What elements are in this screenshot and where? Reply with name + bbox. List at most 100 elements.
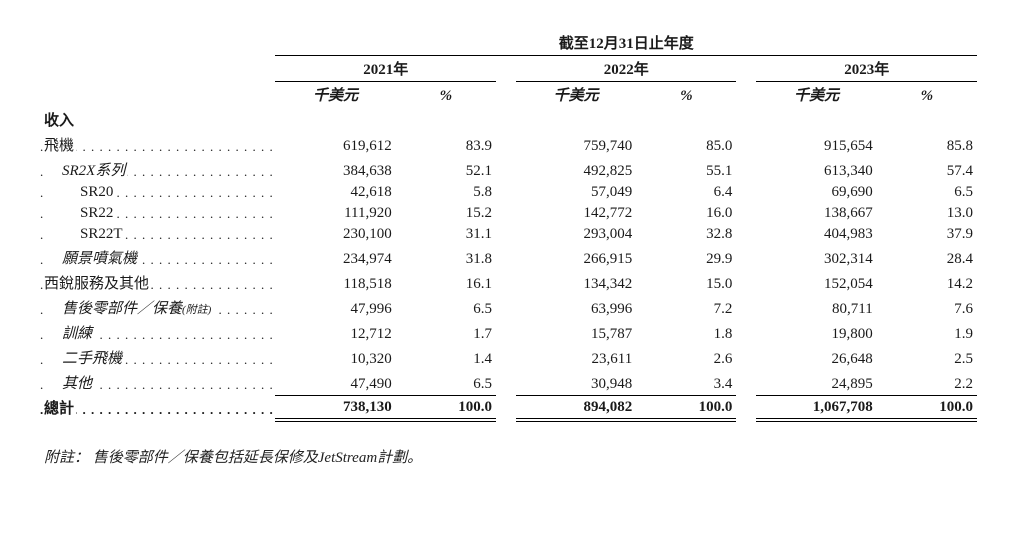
subhead-amount-1: 千美元 [516,82,636,108]
cell-amount: 302,314 [756,245,876,270]
cell-pct: 5.8 [396,182,496,203]
row-label: 售後零部件／保養(附註) [40,295,275,320]
cell-amount: 384,638 [275,157,395,182]
year-header-0: 2021年 [275,56,495,82]
cell-pct: 7.2 [636,295,736,320]
cell-pct: 1.4 [396,345,496,370]
cell-pct: 2.6 [636,345,736,370]
row-label: SR22 [40,203,275,224]
cell-amount: 47,996 [275,295,395,320]
cell-amount: 23,611 [516,345,636,370]
cell-amount: 619,612 [275,132,395,157]
cell-amount: 69,690 [756,182,876,203]
cell-pct: 6.5 [877,182,977,203]
cell-amount: 915,654 [756,132,876,157]
subhead-pct-0: % [396,82,496,108]
cell-amount: 12,712 [275,320,395,345]
cell-pct: 37.9 [877,224,977,245]
cell-pct: 2.5 [877,345,977,370]
cell-amount: 142,772 [516,203,636,224]
cell-pct: 13.0 [877,203,977,224]
cell-pct: 3.4 [636,370,736,395]
year-header-2: 2023年 [756,56,977,82]
cell-pct: 16.0 [636,203,736,224]
cell-amount: 24,895 [756,370,876,395]
cell-pct: 6.5 [396,295,496,320]
cell-amount: 118,518 [275,270,395,295]
table-row: 願景噴氣機234,97431.8266,91529.9302,31428.4 [40,245,977,270]
cell-amount: 111,920 [275,203,395,224]
cell-pct: 55.1 [636,157,736,182]
row-label: SR2X系列 [40,157,275,182]
row-label: 總計 [40,395,275,420]
cell-pct: 100.0 [877,395,977,420]
cell-amount: 138,667 [756,203,876,224]
table-row: 售後零部件／保養(附註)47,9966.5 63,9967.2 80,7117.6 [40,295,977,320]
cell-pct: 57.4 [877,157,977,182]
cell-amount: 613,340 [756,157,876,182]
cell-amount: 19,800 [756,320,876,345]
cell-amount: 234,974 [275,245,395,270]
cell-pct: 28.4 [877,245,977,270]
cell-amount: 15,787 [516,320,636,345]
table-row: SR2042,6185.857,0496.469,6906.5 [40,182,977,203]
cell-amount: 10,320 [275,345,395,370]
cell-pct: 6.5 [396,370,496,395]
cell-amount: 42,618 [275,182,395,203]
cell-amount: 152,054 [756,270,876,295]
table-span-header: 截至12月31日止年度 [275,30,977,56]
cell-pct: 85.0 [636,132,736,157]
cell-pct: 2.2 [877,370,977,395]
row-label: 飛機 [40,132,275,157]
subhead-amount-0: 千美元 [275,82,395,108]
table-row: SR22111,92015.2 142,77216.0 138,66713.0 [40,203,977,224]
table-row: 飛機619,61283.9 759,74085.0 915,65485.8 [40,132,977,157]
year-header-1: 2022年 [516,56,736,82]
cell-pct: 100.0 [636,395,736,420]
cell-pct: 7.6 [877,295,977,320]
subhead-amount-2: 千美元 [756,82,876,108]
row-label: 訓練 [40,320,275,345]
row-label: 其他 [40,370,275,395]
table-row: 二手飛機10,3201.423,6112.626,6482.5 [40,345,977,370]
section-title: 收入 [40,107,275,132]
cell-pct: 15.2 [396,203,496,224]
table-row: 西銳服務及其他118,51816.1134,34215.0152,05414.2 [40,270,977,295]
cell-amount: 80,711 [756,295,876,320]
cell-amount: 134,342 [516,270,636,295]
cell-amount: 738,130 [275,395,395,420]
cell-pct: 1.7 [396,320,496,345]
cell-pct: 14.2 [877,270,977,295]
row-label: SR20 [40,182,275,203]
cell-amount: 293,004 [516,224,636,245]
cell-pct: 52.1 [396,157,496,182]
subhead-pct-2: % [877,82,977,108]
subhead-pct-1: % [636,82,736,108]
cell-pct: 31.1 [396,224,496,245]
cell-pct: 32.8 [636,224,736,245]
cell-pct: 83.9 [396,132,496,157]
revenue-table: 截至12月31日止年度 2021年 2022年 2023年 千美元 % 千美元 … [40,30,977,422]
cell-amount: 759,740 [516,132,636,157]
cell-amount: 404,983 [756,224,876,245]
cell-amount: 230,100 [275,224,395,245]
table-row: SR2X系列384,63852.1492,82555.1613,34057.4 [40,157,977,182]
footnote: 附註： 售後零部件／保養包括延長保修及JetStream計劃。 [40,446,977,467]
cell-pct: 29.9 [636,245,736,270]
cell-amount: 894,082 [516,395,636,420]
table-row: SR22T230,10031.1 293,00432.8 404,98337.9 [40,224,977,245]
total-row: 總計738,130100.0894,082100.01,067,708100.0 [40,395,977,420]
cell-pct: 1.9 [877,320,977,345]
cell-amount: 57,049 [516,182,636,203]
cell-pct: 85.8 [877,132,977,157]
row-label: 願景噴氣機 [40,245,275,270]
table-row: 其他47,4906.5 30,9483.4 24,8952.2 [40,370,977,395]
cell-pct: 1.8 [636,320,736,345]
cell-pct: 16.1 [396,270,496,295]
cell-amount: 47,490 [275,370,395,395]
row-label: 西銳服務及其他 [40,270,275,295]
cell-amount: 63,996 [516,295,636,320]
cell-amount: 26,648 [756,345,876,370]
cell-amount: 30,948 [516,370,636,395]
row-label: SR22T [40,224,275,245]
